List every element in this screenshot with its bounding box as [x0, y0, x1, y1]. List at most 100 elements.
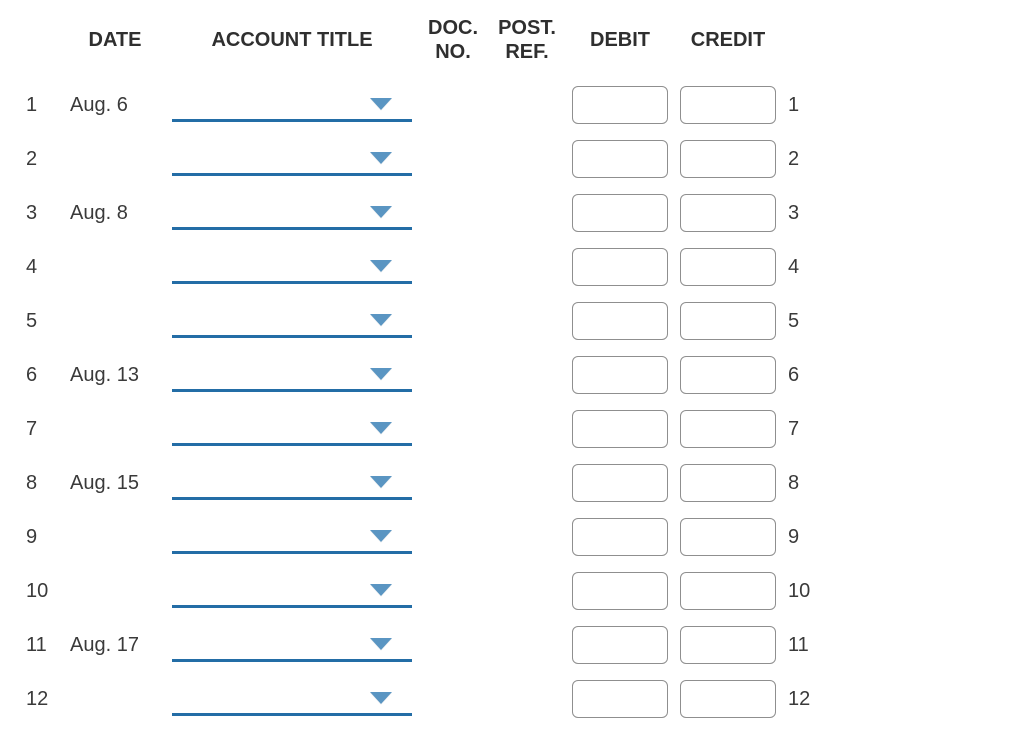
- post-ref-cell: [488, 132, 566, 186]
- credit-input[interactable]: [680, 248, 776, 286]
- account-title-cell: [166, 564, 418, 618]
- journal-row: 1Aug. 61: [20, 78, 826, 132]
- account-title-select[interactable]: [172, 142, 412, 176]
- row-number-left: 1: [20, 78, 64, 132]
- post-ref-cell: [488, 618, 566, 672]
- row-number-left: 12: [20, 672, 64, 726]
- credit-input[interactable]: [680, 626, 776, 664]
- journal-row: 1212: [20, 672, 826, 726]
- journal-row: 3Aug. 83: [20, 186, 826, 240]
- credit-input[interactable]: [680, 86, 776, 124]
- debit-input[interactable]: [572, 410, 668, 448]
- credit-cell: [674, 78, 782, 132]
- chevron-down-icon: [370, 476, 392, 488]
- header-post-ref: POST. REF.: [488, 10, 566, 78]
- row-number-right: 6: [782, 348, 826, 402]
- row-number-left: 5: [20, 294, 64, 348]
- debit-cell: [566, 510, 674, 564]
- doc-no-cell: [418, 294, 488, 348]
- account-title-cell: [166, 132, 418, 186]
- credit-cell: [674, 348, 782, 402]
- credit-input[interactable]: [680, 572, 776, 610]
- chevron-down-icon: [370, 98, 392, 110]
- account-title-select[interactable]: [172, 250, 412, 284]
- debit-input[interactable]: [572, 572, 668, 610]
- account-title-cell: [166, 294, 418, 348]
- doc-no-cell: [418, 348, 488, 402]
- row-number-right: 5: [782, 294, 826, 348]
- credit-input[interactable]: [680, 356, 776, 394]
- doc-no-cell: [418, 672, 488, 726]
- post-ref-cell: [488, 186, 566, 240]
- account-title-select[interactable]: [172, 466, 412, 500]
- account-title-select[interactable]: [172, 574, 412, 608]
- post-ref-cell: [488, 78, 566, 132]
- account-title-cell: [166, 348, 418, 402]
- account-title-select[interactable]: [172, 412, 412, 446]
- journal-table: DATE ACCOUNT TITLE DOC. NO. POST. REF. D…: [20, 10, 826, 726]
- account-title-select[interactable]: [172, 196, 412, 230]
- credit-input[interactable]: [680, 518, 776, 556]
- debit-input[interactable]: [572, 86, 668, 124]
- debit-cell: [566, 618, 674, 672]
- date-cell: [64, 402, 166, 456]
- debit-input[interactable]: [572, 464, 668, 502]
- row-number-right: 8: [782, 456, 826, 510]
- debit-input[interactable]: [572, 140, 668, 178]
- journal-row: 8Aug. 158: [20, 456, 826, 510]
- account-title-cell: [166, 618, 418, 672]
- debit-input[interactable]: [572, 302, 668, 340]
- row-number-right: 11: [782, 618, 826, 672]
- journal-row: 77: [20, 402, 826, 456]
- row-number-right: 9: [782, 510, 826, 564]
- date-cell: Aug. 6: [64, 78, 166, 132]
- credit-input[interactable]: [680, 194, 776, 232]
- post-ref-cell: [488, 294, 566, 348]
- credit-cell: [674, 294, 782, 348]
- post-ref-cell: [488, 402, 566, 456]
- credit-cell: [674, 186, 782, 240]
- credit-input[interactable]: [680, 464, 776, 502]
- account-title-select[interactable]: [172, 682, 412, 716]
- credit-cell: [674, 672, 782, 726]
- credit-input[interactable]: [680, 410, 776, 448]
- account-title-select[interactable]: [172, 88, 412, 122]
- doc-no-cell: [418, 132, 488, 186]
- header-credit: CREDIT: [674, 10, 782, 78]
- chevron-down-icon: [370, 152, 392, 164]
- journal-row: 1010: [20, 564, 826, 618]
- debit-input[interactable]: [572, 680, 668, 718]
- debit-input[interactable]: [572, 194, 668, 232]
- credit-cell: [674, 402, 782, 456]
- debit-input[interactable]: [572, 626, 668, 664]
- chevron-down-icon: [370, 368, 392, 380]
- debit-cell: [566, 456, 674, 510]
- debit-input[interactable]: [572, 356, 668, 394]
- journal-row: 99: [20, 510, 826, 564]
- credit-cell: [674, 240, 782, 294]
- account-title-select[interactable]: [172, 628, 412, 662]
- debit-input[interactable]: [572, 518, 668, 556]
- credit-input[interactable]: [680, 140, 776, 178]
- journal-row: 6Aug. 136: [20, 348, 826, 402]
- credit-cell: [674, 564, 782, 618]
- chevron-down-icon: [370, 422, 392, 434]
- account-title-cell: [166, 186, 418, 240]
- chevron-down-icon: [370, 638, 392, 650]
- row-number-left: 3: [20, 186, 64, 240]
- doc-no-cell: [418, 186, 488, 240]
- header-row: DATE ACCOUNT TITLE DOC. NO. POST. REF. D…: [20, 10, 826, 78]
- date-cell: Aug. 17: [64, 618, 166, 672]
- chevron-down-icon: [370, 314, 392, 326]
- date-cell: [64, 240, 166, 294]
- account-title-select[interactable]: [172, 520, 412, 554]
- journal-row: 44: [20, 240, 826, 294]
- credit-input[interactable]: [680, 302, 776, 340]
- account-title-cell: [166, 672, 418, 726]
- debit-input[interactable]: [572, 248, 668, 286]
- account-title-select[interactable]: [172, 304, 412, 338]
- chevron-down-icon: [370, 206, 392, 218]
- credit-input[interactable]: [680, 680, 776, 718]
- doc-no-cell: [418, 510, 488, 564]
- account-title-select[interactable]: [172, 358, 412, 392]
